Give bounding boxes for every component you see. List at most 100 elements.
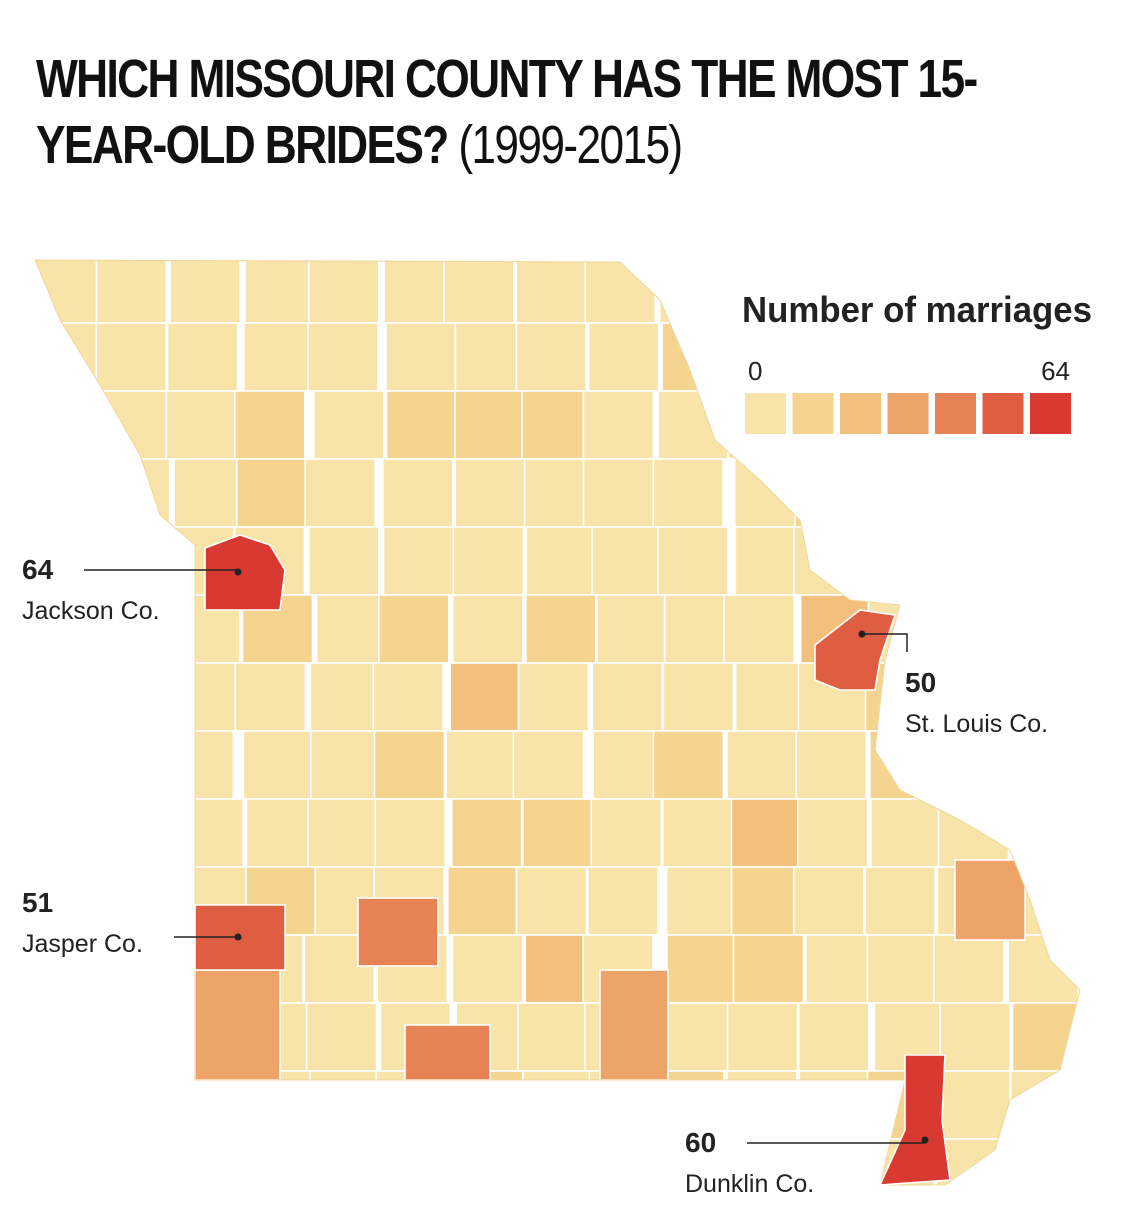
county [244,260,317,324]
county [1079,322,1080,392]
county [596,594,668,664]
county [1086,731,1140,799]
county [169,260,241,324]
county [449,662,522,732]
county [591,526,663,596]
legend-swatch [840,393,881,434]
county [512,730,585,800]
county [102,1002,174,1072]
legend-swatch [982,393,1024,434]
highlighted-county [814,609,897,691]
county [378,594,450,664]
county [357,897,439,967]
title-text: WHICH MISSOURI COUNTY HAS THE MOST 15-YE… [36,49,978,175]
county [593,1138,665,1185]
county [798,1070,871,1140]
county [1075,866,1080,936]
county [372,662,445,732]
county [870,798,942,868]
county [599,969,669,1081]
county [517,662,590,732]
callout-value: 60 [685,1127,716,1158]
county [659,260,731,324]
county [591,662,664,732]
county [245,798,318,868]
county [172,798,244,868]
county [521,390,593,460]
county [164,662,236,732]
subtitle: (1999-2015) [458,115,683,175]
county [522,798,594,868]
county [305,1002,378,1072]
county [35,260,102,324]
county [447,1138,520,1185]
callout-value: 50 [905,667,936,698]
county [940,526,1013,596]
county [445,730,517,800]
county [385,322,457,392]
legend-swatch [792,393,834,434]
county [662,798,734,868]
county [1074,662,1080,732]
county [940,730,1013,800]
county [522,1070,594,1140]
county [454,390,526,460]
county [381,1138,454,1185]
county [867,322,940,392]
county [452,594,524,664]
county [235,458,308,528]
county [235,1138,308,1185]
county [93,1138,165,1185]
county [937,798,1010,868]
county [234,662,307,732]
county [92,526,164,596]
county [307,1138,380,1185]
county [662,662,735,732]
county [941,322,1013,392]
county [525,526,597,596]
county [734,662,807,732]
county [447,866,519,936]
county [94,866,166,936]
county [939,1070,1011,1140]
county [35,390,106,460]
county [587,322,660,392]
county [307,322,379,392]
county [1075,1138,1080,1185]
callout-label: St. Louis Co. [905,710,1048,738]
county [95,1070,168,1140]
county [1087,391,1140,459]
county [517,1002,589,1072]
county [1015,730,1080,800]
county [451,934,524,1004]
county [866,526,939,596]
county [375,1070,447,1140]
county [309,662,382,732]
county [1009,1070,1080,1140]
county [730,866,803,936]
county [443,260,515,324]
county [666,934,738,1004]
county [168,1070,240,1140]
county [312,390,385,460]
title: WHICH MISSOURI COUNTY HAS THE MOST 15-YE… [36,46,1069,178]
county [1012,798,1080,868]
legend-swatch [935,393,976,434]
county [1086,935,1140,1003]
county [588,1070,661,1140]
county [35,1138,104,1185]
legend-swatch [887,393,929,434]
county [1086,527,1140,595]
county [1015,1138,1080,1185]
county [35,662,99,732]
county [652,730,725,800]
county [95,798,167,868]
county [1007,934,1079,1004]
county [173,1138,245,1185]
county [95,260,168,324]
county [730,798,803,868]
county [939,458,1011,528]
county [166,322,239,392]
county [525,594,597,664]
county [796,798,869,868]
